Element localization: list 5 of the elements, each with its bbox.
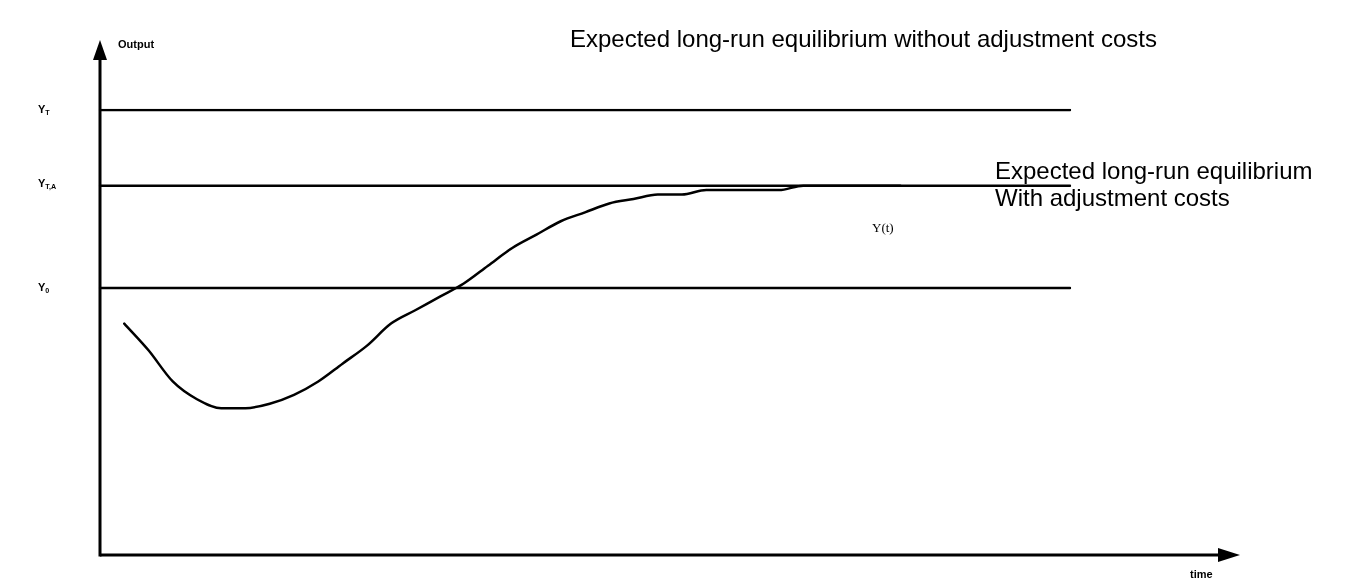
text: Expected long-run equilibrium without adjustment costs (570, 24, 1157, 52)
text: Output (118, 38, 155, 51)
text: Y(t) (872, 219, 894, 235)
text: time (1190, 568, 1213, 581)
series-label: Expected long-run equilibrium With adjustment costs (995, 156, 1313, 211)
